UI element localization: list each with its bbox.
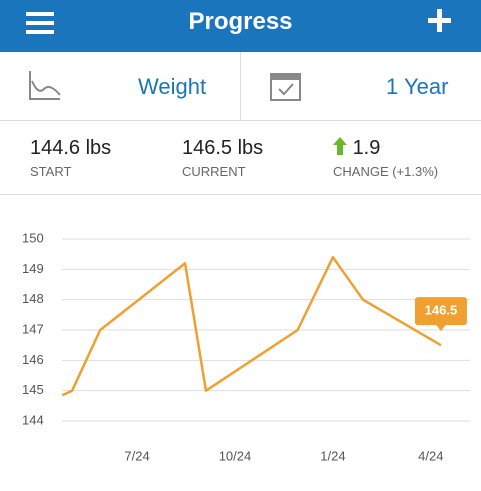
x-tick-label: 4/24	[418, 448, 443, 463]
calendar-icon	[270, 73, 301, 101]
y-tick-label: 149	[22, 261, 44, 276]
stat: 1.9 CHANGE (+1.3%)	[333, 137, 438, 179]
callout-box	[414, 297, 467, 326]
stat-label: CURRENT	[182, 164, 246, 179]
stat: 144.6 lbs START	[30, 137, 111, 179]
y-tick-label: 144	[22, 412, 44, 427]
up-arrow	[333, 137, 347, 155]
y-tick-label: 148	[22, 291, 44, 306]
chart: 144 145 146 147 148 149 150 7/24 10/24 1/24 4/24 14…	[22, 230, 470, 463]
metric-selector[interactable]: Weight	[138, 74, 207, 99]
change: 1.9	[333, 137, 438, 160]
chart-icon	[29, 71, 61, 100]
stat-label: CHANGE (+1.3%)	[333, 164, 439, 179]
y-tick-label: 147	[22, 321, 44, 336]
stats: 144.6 lbs START 146.5 lbs CURRENT 1.9 CHAN…	[0, 121, 481, 195]
y-tick-label: 146	[22, 352, 44, 367]
stat-value: 146.5 lbs	[182, 137, 264, 159]
selectors: Weight 1 Year	[0, 52, 481, 121]
stat-label: START	[30, 164, 72, 179]
menu-button[interactable]	[26, 10, 56, 36]
line	[61, 255, 442, 397]
y-tick-label: 150	[22, 230, 44, 245]
stat-value: 144.6 lbs	[30, 137, 112, 159]
stat-value: 1.9	[352, 137, 381, 159]
divider	[240, 52, 241, 120]
header: Progress	[0, 0, 481, 52]
x-tick-label: 10/24	[219, 448, 252, 463]
stat: 146.5 lbs CURRENT	[182, 137, 263, 179]
range-selector[interactable]: 1 Year	[386, 74, 449, 99]
y-tick-label: 145	[22, 382, 44, 397]
header-title: Progress	[188, 8, 293, 35]
value-callout: 146.5	[414, 297, 467, 332]
callout-pointer	[435, 324, 446, 332]
x-tick-label: 7/24	[124, 448, 149, 463]
x-tick-label: 1/24	[320, 448, 345, 463]
add-button[interactable]	[427, 8, 453, 34]
data-label: 146.5	[425, 303, 458, 318]
